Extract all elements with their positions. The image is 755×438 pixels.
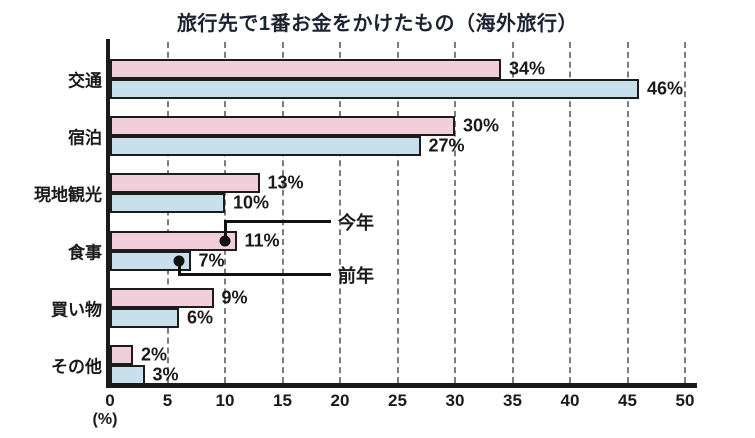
- gridline: [339, 42, 341, 383]
- x-tick-label-45: 45: [618, 391, 637, 410]
- annotation-label-今年: 今年: [338, 212, 374, 233]
- bar-value-label: 30%: [463, 115, 500, 136]
- x-tick-label-35: 35: [503, 391, 522, 410]
- x-tick-label-40: 40: [560, 391, 580, 410]
- x-axis-unit-label: (%): [92, 411, 118, 428]
- x-tick-label-30: 30: [445, 391, 465, 410]
- x-tick-label-5: 5: [162, 391, 173, 410]
- x-tick-label-0: 0: [105, 391, 115, 410]
- annotation-line-horizontal: [223, 220, 331, 223]
- x-tick-label-15: 15: [273, 391, 292, 410]
- bar-前年-その他: [110, 364, 145, 385]
- bar-value-label: 46%: [647, 78, 684, 99]
- bar-今年-その他: [110, 344, 133, 365]
- annotation-dot-今年: [219, 235, 231, 246]
- bar-今年-食事: [110, 230, 237, 251]
- annotation-dot-前年: [173, 255, 185, 266]
- category-label-その他: その他: [51, 357, 102, 377]
- annotation-line-vertical: [177, 260, 181, 275]
- bar-前年-食事: [110, 250, 191, 271]
- bar-value-label: 6%: [187, 307, 214, 328]
- x-tick-label-25: 25: [388, 391, 407, 410]
- bar-value-label: 11%: [244, 230, 280, 250]
- bar-value-label: 13%: [267, 172, 304, 193]
- annotation-line-vertical: [223, 221, 227, 241]
- bar-前年-宿泊: [110, 136, 421, 157]
- annotation-line-horizontal: [177, 273, 331, 276]
- chart-title: 旅行先で1番お金をかけたもの（海外旅行）: [176, 13, 579, 35]
- y-axis: [106, 39, 110, 388]
- bar-value-label: 10%: [233, 192, 270, 213]
- x-tick-label-50: 50: [675, 391, 695, 410]
- bar-value-label: 27%: [428, 135, 465, 156]
- bar-今年-現地観光: [110, 173, 260, 194]
- gridline: [224, 42, 226, 383]
- bar-前年-買い物: [110, 307, 179, 328]
- category-label-買い物: 買い物: [51, 300, 102, 320]
- gridline: [281, 42, 284, 383]
- bar-今年-交通: [110, 59, 501, 79]
- bar-value-label: 7%: [198, 250, 225, 270]
- bar-value-label: 2%: [141, 344, 168, 365]
- category-label-宿泊: 宿泊: [68, 128, 102, 148]
- x-tick-label-10: 10: [215, 391, 235, 410]
- bar-前年-交通: [110, 79, 639, 99]
- category-label-交通: 交通: [68, 71, 102, 91]
- gridline: [626, 42, 629, 383]
- bar-前年-現地観光: [110, 193, 225, 214]
- category-label-食事: 食事: [68, 243, 102, 262]
- x-axis: [106, 383, 697, 388]
- annotation-label-前年: 前年: [338, 265, 374, 286]
- x-tick-label-20: 20: [330, 391, 350, 410]
- gridline: [511, 42, 514, 383]
- gridline: [684, 42, 686, 383]
- bar-value-label: 9%: [221, 287, 248, 308]
- bar-今年-宿泊: [110, 116, 455, 137]
- bar-value-label: 34%: [509, 58, 546, 79]
- gridline: [569, 42, 571, 383]
- gridline: [454, 42, 456, 383]
- category-label-現地観光: 現地観光: [34, 185, 102, 205]
- bar-value-label: 3%: [152, 364, 179, 385]
- gridline: [396, 42, 399, 383]
- bar-今年-買い物: [110, 287, 214, 308]
